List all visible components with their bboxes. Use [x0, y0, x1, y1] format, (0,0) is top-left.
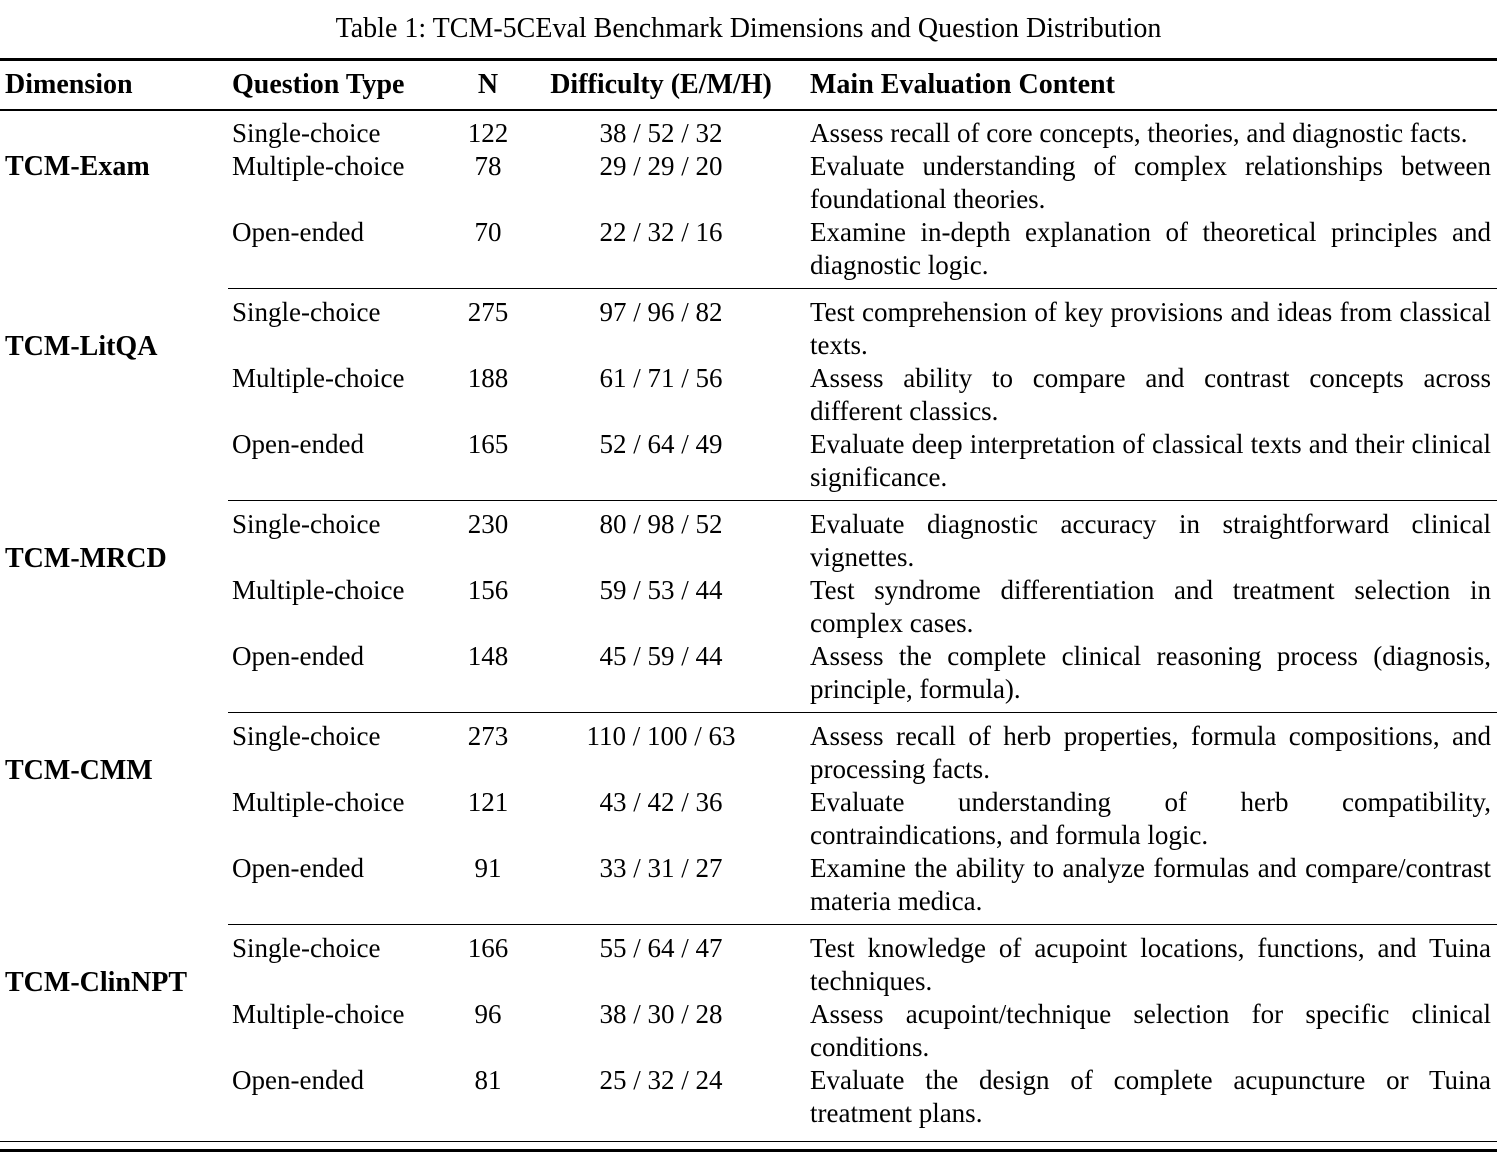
- group-tcm-cmm: TCM-CMM Single-choice 273 110 / 100 / 63…: [0, 712, 1497, 925]
- content-cell: Examine the ability to analyze formulas …: [810, 853, 1491, 916]
- n-cell: 78: [474, 151, 502, 181]
- content-cell: Evaluate deep interpretation of classica…: [810, 429, 1491, 492]
- question-type-cell: Multiple-choice: [232, 363, 405, 393]
- difficulty-cell: 43 / 42 / 36: [599, 787, 723, 817]
- column-header-dimension: Dimension: [0, 59, 228, 111]
- difficulty-cell: 110 / 100 / 63: [532, 712, 790, 786]
- n-cell: 230: [444, 500, 532, 574]
- difficulty-cell: 45 / 59 / 44: [599, 641, 723, 671]
- content-cell: Test syndrome differentiation and treatm…: [810, 575, 1491, 638]
- n-cell: 166: [444, 924, 532, 998]
- n-cell: 165: [467, 429, 509, 459]
- dimension-cell: TCM-ClinNPT: [5, 966, 187, 998]
- n-cell: 122: [467, 118, 509, 148]
- difficulty-cell: 80 / 98 / 52: [532, 500, 790, 574]
- question-type-cell: Open-ended: [232, 1065, 364, 1095]
- group-tcm-mrcd: TCM-MRCD Single-choice 230 80 / 98 / 52 …: [0, 500, 1497, 713]
- dimension-cell: TCM-Exam: [5, 151, 150, 182]
- difficulty-cell: 55 / 64 / 47: [532, 924, 790, 998]
- column-header-n: N: [444, 59, 532, 111]
- question-type-cell: Multiple-choice: [232, 999, 405, 1029]
- content-cell: Assess the complete clinical reasoning p…: [810, 641, 1491, 704]
- table-header: Dimension Question Type N Difficulty (E/…: [0, 59, 1497, 111]
- question-type-cell: Single-choice: [228, 500, 444, 574]
- question-type-cell: Single-choice: [228, 924, 444, 998]
- table-row: TCM-ClinNPT Single-choice 166 55 / 64 / …: [0, 924, 1497, 998]
- difficulty-cell: 29 / 29 / 20: [599, 151, 723, 181]
- question-type-cell: Open-ended: [232, 217, 364, 247]
- table-row: TCM-MRCD Single-choice 230 80 / 98 / 52 …: [0, 500, 1497, 574]
- table-row: Open-ended 91 33 / 31 / 27 Examine the a…: [0, 852, 1497, 925]
- question-type-cell: Open-ended: [232, 641, 364, 671]
- group-tcm-exam: TCM-Exam Single-choice 122 38 / 52 / 32 …: [0, 110, 1497, 289]
- table-row: TCM-CMM Single-choice 273 110 / 100 / 63…: [0, 712, 1497, 786]
- content-cell: Assess recall of core concepts, theories…: [810, 118, 1468, 148]
- n-cell: 96: [474, 999, 502, 1029]
- benchmark-table: Dimension Question Type N Difficulty (E/…: [0, 58, 1497, 1136]
- n-cell: 70: [474, 217, 502, 247]
- n-cell: 275: [444, 288, 532, 362]
- difficulty-cell: 38 / 52 / 32: [599, 118, 723, 148]
- difficulty-cell: 59 / 53 / 44: [599, 575, 723, 605]
- table-row: Open-ended 148 45 / 59 / 44 Assess the c…: [0, 640, 1497, 713]
- n-cell: 121: [467, 787, 509, 817]
- question-type-cell: Single-choice: [228, 712, 444, 786]
- content-cell: Evaluate understanding of complex relati…: [810, 151, 1491, 214]
- difficulty-cell: 97 / 96 / 82: [532, 288, 790, 362]
- content-cell: Assess recall of herb properties, formul…: [790, 712, 1497, 786]
- content-cell: Test comprehension of key provisions and…: [790, 288, 1497, 362]
- header-row: Dimension Question Type N Difficulty (E/…: [0, 59, 1497, 111]
- difficulty-cell: 25 / 32 / 24: [599, 1065, 723, 1095]
- table-row: Multiple-choice 121 43 / 42 / 36 Evaluat…: [0, 786, 1497, 852]
- n-cell: 156: [467, 575, 509, 605]
- question-type-cell: Open-ended: [232, 429, 364, 459]
- table-row: TCM-LitQA Single-choice 275 97 / 96 / 82…: [0, 288, 1497, 362]
- table-row: Open-ended 165 52 / 64 / 49 Evaluate dee…: [0, 428, 1497, 501]
- difficulty-cell: 33 / 31 / 27: [599, 853, 723, 883]
- table-caption: Table 1: TCM-5CEval Benchmark Dimensions…: [335, 13, 1162, 44]
- dimension-cell: TCM-CMM: [5, 754, 153, 786]
- table-row: TCM-Exam Single-choice 122 38 / 52 / 32 …: [0, 110, 1497, 182]
- question-type-cell: Multiple-choice: [232, 787, 405, 817]
- difficulty-cell: 38 / 30 / 28: [599, 999, 723, 1029]
- column-header-question-type: Question Type: [228, 59, 444, 111]
- column-header-difficulty: Difficulty (E/M/H): [532, 59, 790, 111]
- column-header-main-content: Main Evaluation Content: [790, 59, 1497, 111]
- question-type-cell: Single-choice: [232, 118, 381, 148]
- content-cell: Evaluate the design of complete acupunct…: [810, 1065, 1491, 1128]
- dimension-cell: TCM-LitQA: [5, 330, 158, 362]
- table-row: Multiple-choice 96 38 / 30 / 28 Assess a…: [0, 998, 1497, 1064]
- n-cell: 148: [467, 641, 509, 671]
- table-row: Multiple-choice 156 59 / 53 / 44 Test sy…: [0, 574, 1497, 640]
- table-row: Open-ended 81 25 / 32 / 24 Evaluate the …: [0, 1064, 1497, 1136]
- content-cell: Evaluate diagnostic accuracy in straight…: [790, 500, 1497, 574]
- content-cell: Assess acupoint/technique selection for …: [810, 999, 1491, 1062]
- n-cell: 273: [444, 712, 532, 786]
- question-type-cell: Single-choice: [228, 288, 444, 362]
- content-cell: Evaluate understanding of herb compatibi…: [810, 787, 1491, 850]
- table-row: Multiple-choice 78 29 / 29 / 20 Evaluate…: [0, 150, 1497, 216]
- difficulty-cell: 52 / 64 / 49: [599, 429, 723, 459]
- group-tcm-litqa: TCM-LitQA Single-choice 275 97 / 96 / 82…: [0, 288, 1497, 501]
- table-bottom-rule-thick: [0, 1149, 1497, 1152]
- question-type-cell: Open-ended: [232, 853, 364, 883]
- n-cell: 91: [474, 853, 502, 883]
- content-cell: Test knowledge of acupoint locations, fu…: [790, 924, 1497, 998]
- difficulty-cell: 22 / 32 / 16: [599, 217, 723, 247]
- table-row: Open-ended 70 22 / 32 / 16 Examine in-de…: [0, 216, 1497, 289]
- table-row: Multiple-choice 188 61 / 71 / 56 Assess …: [0, 362, 1497, 428]
- difficulty-cell: 61 / 71 / 56: [599, 363, 723, 393]
- group-tcm-clinnpt: TCM-ClinNPT Single-choice 166 55 / 64 / …: [0, 924, 1497, 1137]
- content-cell: Examine in-depth explanation of theoreti…: [810, 217, 1491, 280]
- question-type-cell: Multiple-choice: [232, 575, 405, 605]
- content-cell: Assess ability to compare and contrast c…: [810, 363, 1491, 426]
- question-type-cell: Multiple-choice: [232, 151, 405, 181]
- table-bottom-rule-thin: [0, 1141, 1497, 1142]
- n-cell: 81: [474, 1065, 502, 1095]
- n-cell: 188: [467, 363, 509, 393]
- dimension-cell: TCM-MRCD: [5, 542, 167, 574]
